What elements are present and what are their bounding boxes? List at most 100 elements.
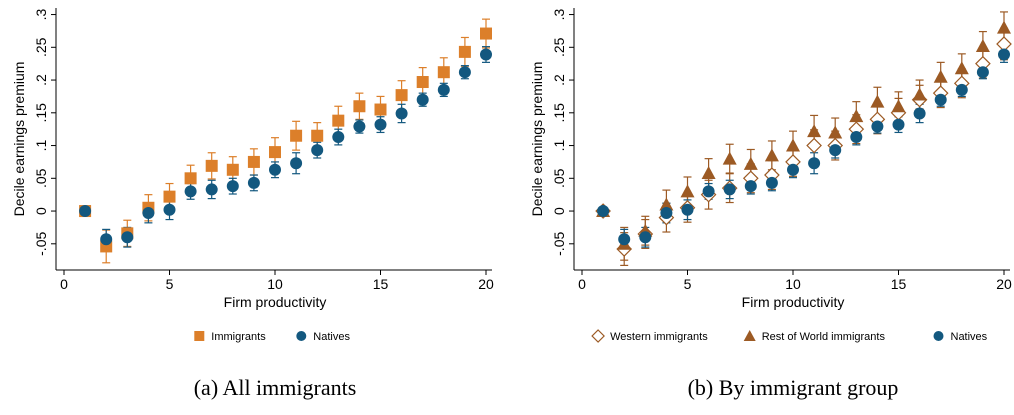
legend-marker <box>743 330 756 341</box>
marker <box>787 163 799 176</box>
marker <box>480 27 492 40</box>
marker <box>437 66 450 79</box>
y-tick-label: .3 <box>551 9 567 21</box>
marker <box>269 163 281 176</box>
legend-marker <box>296 331 307 341</box>
marker <box>163 203 176 216</box>
y-tick-label: .15 <box>33 103 49 123</box>
x-tick-label: 5 <box>684 276 692 292</box>
marker <box>437 83 450 96</box>
marker <box>976 66 989 79</box>
legend-label: Rest of World immigrants <box>762 331 886 343</box>
marker <box>332 114 345 127</box>
marker <box>226 163 239 176</box>
marker <box>997 20 1011 34</box>
y-tick-label: -.05 <box>33 232 49 256</box>
legend-marker <box>933 331 944 341</box>
y-tick-label: -.05 <box>551 232 567 256</box>
marker <box>934 93 947 106</box>
marker <box>458 66 471 79</box>
marker <box>247 176 260 189</box>
marker <box>311 129 324 142</box>
y-tick-label: .3 <box>33 9 49 21</box>
marker <box>374 103 387 116</box>
marker <box>79 205 92 218</box>
marker <box>332 131 345 144</box>
marker <box>480 48 492 61</box>
marker <box>870 94 885 108</box>
marker <box>660 207 673 220</box>
marker <box>247 155 260 168</box>
marker <box>765 176 778 189</box>
marker <box>142 207 155 220</box>
marker <box>205 159 218 172</box>
marker <box>639 231 652 244</box>
marker <box>184 172 197 185</box>
caption: (b) By immigrant group <box>688 375 899 400</box>
marker <box>807 124 822 138</box>
marker <box>829 144 842 157</box>
y-axis-title: Decile earnings premium <box>11 62 27 217</box>
marker <box>374 118 387 131</box>
marker <box>702 185 715 198</box>
y-tick-label: .15 <box>551 103 567 123</box>
marker <box>871 120 884 133</box>
caption: (a) All immigrants <box>194 375 357 400</box>
y-tick-label: .2 <box>33 74 49 86</box>
marker <box>913 107 926 120</box>
marker <box>395 107 408 120</box>
y-tick-label: 0 <box>551 207 567 215</box>
marker <box>205 183 218 196</box>
y-tick-label: .25 <box>551 37 567 57</box>
legend-marker <box>591 329 605 343</box>
marker <box>184 185 197 198</box>
marker <box>680 184 695 198</box>
x-tick-label: 15 <box>891 276 907 292</box>
marker <box>975 38 990 52</box>
marker <box>100 233 113 246</box>
marker <box>808 157 821 170</box>
legend-marker <box>194 331 205 341</box>
legend-label: Western immigrants <box>610 331 708 343</box>
marker <box>933 69 948 83</box>
legend-label: Natives <box>313 331 350 343</box>
marker <box>828 125 843 139</box>
marker <box>290 129 303 142</box>
marker <box>458 45 471 58</box>
y-tick-label: .2 <box>551 74 567 86</box>
marker <box>850 131 863 144</box>
marker <box>892 118 905 131</box>
marker <box>659 197 674 211</box>
y-tick-label: .05 <box>33 168 49 188</box>
marker <box>849 109 864 123</box>
x-tick-label: 0 <box>578 276 586 292</box>
marker <box>311 144 324 157</box>
marker <box>290 157 303 170</box>
marker <box>395 89 408 102</box>
marker <box>163 190 176 203</box>
y-tick-label: 0 <box>33 207 49 215</box>
marker <box>416 93 429 106</box>
x-axis-title: Firm productivity <box>224 294 327 310</box>
marker <box>353 100 366 113</box>
x-tick-label: 0 <box>60 276 68 292</box>
marker <box>806 137 822 154</box>
marker <box>998 48 1010 61</box>
marker <box>955 83 968 96</box>
marker <box>269 146 281 159</box>
marker <box>786 138 800 152</box>
marker <box>701 166 716 180</box>
marker <box>416 76 429 89</box>
marker <box>954 61 969 75</box>
marker <box>121 231 134 244</box>
marker <box>744 180 757 193</box>
marker <box>723 183 736 196</box>
marker <box>891 99 906 113</box>
legend-label: Immigrants <box>211 331 266 343</box>
x-tick-label: 20 <box>478 276 494 292</box>
marker <box>764 148 779 162</box>
y-axis-title: Decile earnings premium <box>529 62 545 217</box>
y-tick-label: .1 <box>551 140 567 152</box>
